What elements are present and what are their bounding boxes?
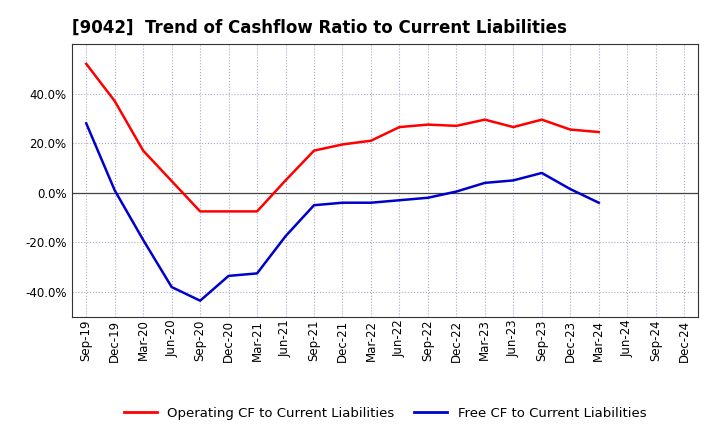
Text: [9042]  Trend of Cashflow Ratio to Current Liabilities: [9042] Trend of Cashflow Ratio to Curren… [72, 19, 567, 37]
Legend: Operating CF to Current Liabilities, Free CF to Current Liabilities: Operating CF to Current Liabilities, Fre… [119, 401, 652, 425]
